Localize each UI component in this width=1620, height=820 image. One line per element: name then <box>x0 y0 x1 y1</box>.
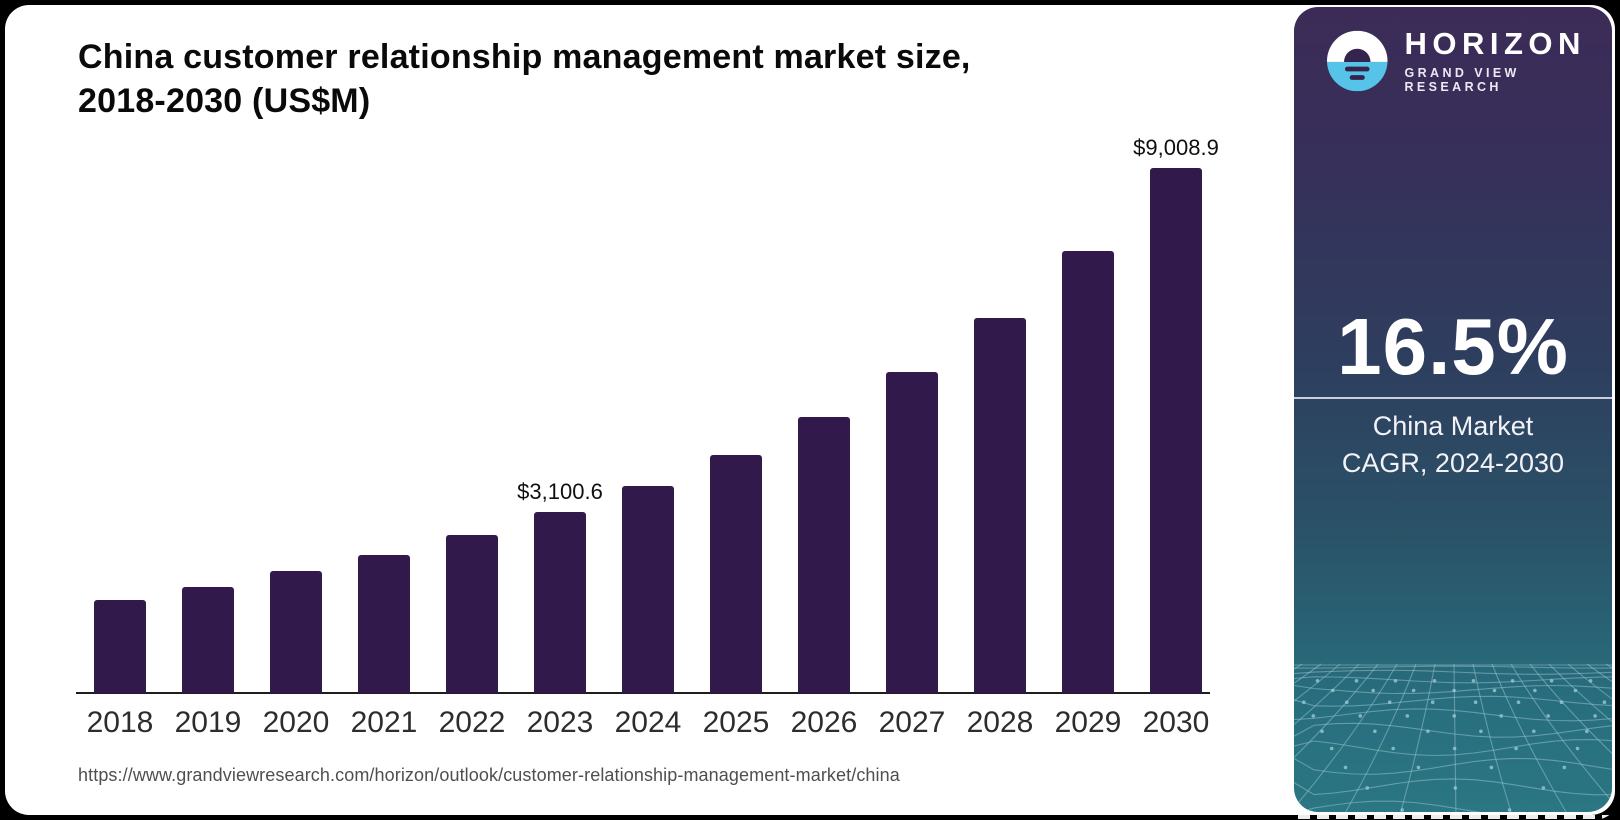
source-url: https://www.grandviewresearch.com/horizo… <box>78 765 900 785</box>
horizon-logo-icon <box>1327 30 1388 92</box>
cagr-stat-block: 16.5% China Market CAGR, 2024-2030 <box>1294 307 1612 482</box>
bar-2020 <box>270 571 322 693</box>
cagr-caption-line2: CAGR, 2024-2030 <box>1341 448 1565 478</box>
bar-2028 <box>974 318 1026 693</box>
x-tick-label: 2021 <box>350 706 418 739</box>
chart-title-line2: 2018-2030 (US$M) <box>78 82 371 120</box>
bar-2023 <box>534 512 586 693</box>
bar-2019 <box>182 587 234 693</box>
brand-text: HORIZON GRAND VIEW RESEARCH <box>1405 28 1613 94</box>
bar-2030 <box>1150 168 1202 693</box>
x-tick-label: 2023 <box>526 706 594 739</box>
chart-title-line1: China customer relationship management m… <box>78 38 971 76</box>
brand-block: HORIZON GRAND VIEW RESEARCH <box>1327 28 1612 94</box>
bar-2025 <box>710 455 762 693</box>
x-tick-label: 2028 <box>966 706 1034 739</box>
x-tick-label: 2020 <box>262 706 330 739</box>
cagr-value: 16.5% <box>1337 302 1569 391</box>
bar-value-label: $3,100.6 <box>517 479 603 504</box>
bar-value-label: $9,008.9 <box>1133 135 1219 160</box>
x-tick-label: 2030 <box>1142 706 1210 739</box>
brand-subtitle: GRAND VIEW RESEARCH <box>1404 66 1520 94</box>
x-axis-line <box>76 692 1210 694</box>
x-tick-label: 2025 <box>702 706 770 739</box>
bar-chart: 2018 2019 2020 2021 2022 2023 $3,100.6 2024 2025… <box>5 5 1245 815</box>
bottom-dashes <box>1298 815 1614 819</box>
x-tick-label: 2018 <box>86 706 154 739</box>
x-tick-label: 2022 <box>438 706 506 739</box>
stat-divider <box>1294 397 1612 399</box>
x-tick-label: 2027 <box>878 706 946 739</box>
bar-2027 <box>886 372 938 693</box>
bar-2024 <box>622 486 674 693</box>
chart-title: China customer relationship management m… <box>78 35 971 123</box>
sidebar-panel: HORIZON GRAND VIEW RESEARCH 16.5% China … <box>1294 7 1612 812</box>
wireframe-mesh <box>1294 663 1612 812</box>
cagr-caption-line1: China Market <box>1372 411 1534 441</box>
x-tick-label: 2029 <box>1054 706 1122 739</box>
bar-2021 <box>358 555 410 693</box>
x-tick-label: 2026 <box>790 706 858 739</box>
cagr-caption: China Market CAGR, 2024-2030 <box>1294 408 1612 482</box>
x-tick-label: 2024 <box>614 706 682 739</box>
bar-2026 <box>798 417 850 693</box>
x-tick-label: 2019 <box>174 706 242 739</box>
bar-2022 <box>446 535 498 693</box>
bar-2018 <box>94 600 146 693</box>
bar-2029 <box>1062 251 1114 693</box>
brand-name: HORIZON <box>1404 26 1586 61</box>
